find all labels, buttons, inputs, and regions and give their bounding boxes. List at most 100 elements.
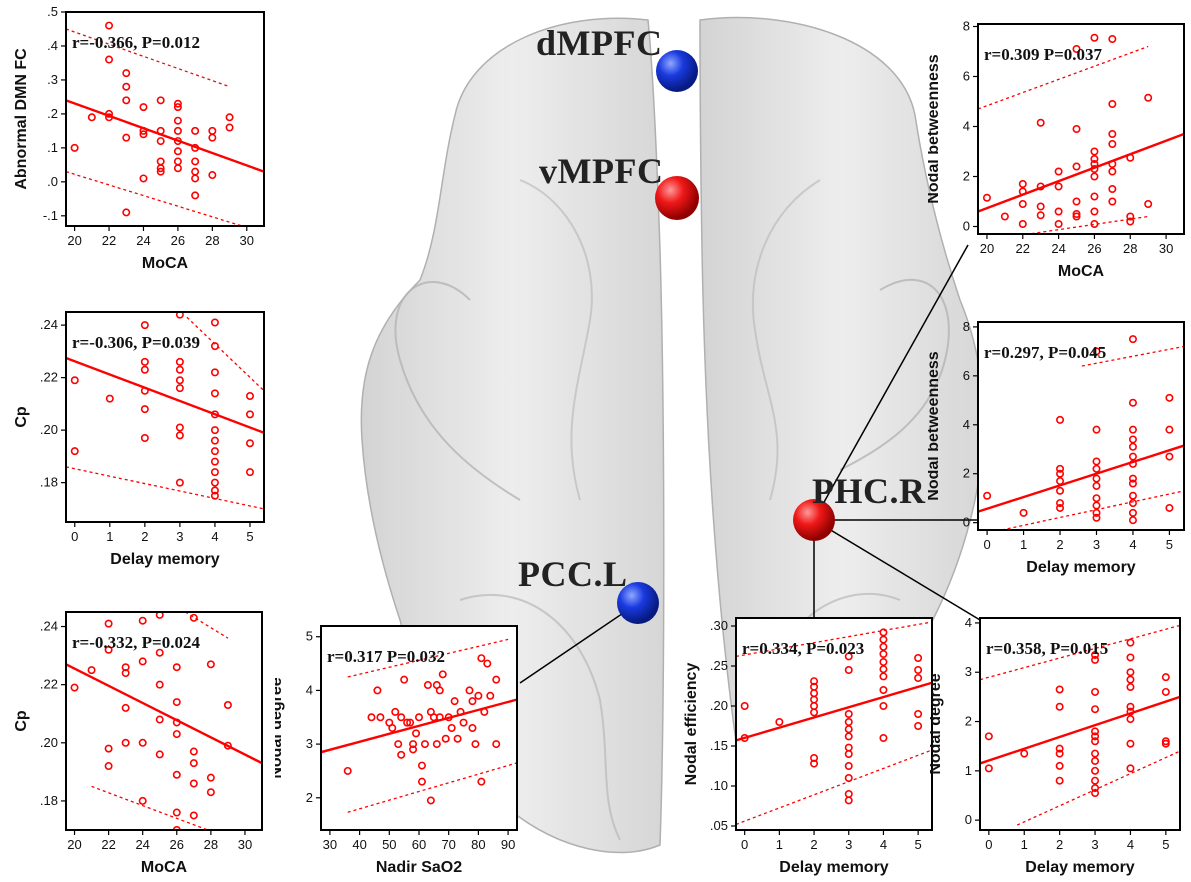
data-point bbox=[1126, 683, 1135, 692]
y-tick-label: -.1 bbox=[43, 208, 58, 223]
data-point bbox=[1055, 749, 1064, 758]
data-point bbox=[1108, 140, 1117, 149]
data-point bbox=[104, 744, 113, 753]
x-tick-label: 1 bbox=[1020, 537, 1027, 552]
brain-contour bbox=[459, 594, 621, 841]
data-point bbox=[1090, 220, 1099, 229]
brain-contour bbox=[751, 179, 821, 501]
data-point bbox=[844, 710, 853, 719]
data-point bbox=[245, 392, 254, 401]
y-tick-label: 3 bbox=[965, 664, 972, 679]
data-point bbox=[139, 126, 148, 135]
data-point bbox=[879, 635, 888, 644]
x-tick-label: 1 bbox=[1021, 837, 1028, 852]
y-tick-label: 3 bbox=[306, 736, 313, 751]
data-point bbox=[1056, 415, 1065, 424]
plot-content bbox=[66, 612, 262, 830]
data-point bbox=[1091, 655, 1100, 664]
data-point bbox=[388, 724, 397, 733]
data-point bbox=[775, 718, 784, 727]
vmpfc-node[interactable] bbox=[655, 176, 699, 220]
scatter-svg: 30 40 50 60 70 80 90 2 3 4 5 Nadir SaO2 Nodal degree… bbox=[275, 625, 518, 876]
data-point bbox=[1091, 727, 1100, 736]
data-point bbox=[172, 730, 181, 739]
data-point bbox=[175, 384, 184, 393]
y-tick-label: .4 bbox=[47, 38, 58, 53]
data-point bbox=[208, 133, 217, 142]
data-point bbox=[914, 653, 923, 662]
fit-line bbox=[980, 695, 1180, 765]
data-point bbox=[1126, 702, 1135, 711]
plot-area bbox=[978, 322, 1184, 530]
data-point bbox=[468, 724, 477, 733]
correlation-stat: r=0.358, P=0.015 bbox=[986, 639, 1108, 658]
data-point bbox=[1126, 668, 1135, 677]
data-point bbox=[1161, 739, 1170, 748]
data-point bbox=[1090, 147, 1099, 156]
data-point bbox=[1019, 508, 1028, 517]
x-tick-label: 0 bbox=[985, 837, 992, 852]
dmpfc-node[interactable] bbox=[656, 50, 698, 92]
y-tick-label: 4 bbox=[965, 615, 972, 630]
pccl-node[interactable] bbox=[617, 582, 659, 624]
data-point bbox=[122, 96, 131, 105]
data-point bbox=[1090, 192, 1099, 201]
data-point bbox=[210, 457, 219, 466]
data-point bbox=[210, 410, 219, 419]
data-point bbox=[189, 811, 198, 820]
plot-frame bbox=[65, 311, 265, 523]
plot-frame bbox=[977, 321, 1185, 531]
data-point bbox=[105, 113, 114, 122]
data-point bbox=[139, 130, 148, 139]
x-tick-label: 22 bbox=[1016, 241, 1030, 256]
fit-line bbox=[66, 663, 262, 765]
data-point bbox=[138, 796, 147, 805]
scatter-panel-cp-moca: 20 22 24 26 28 30 .18 .20 .22 .24 MoCA Cp r=-0.332, … bbox=[0, 600, 270, 882]
y-tick-label: 8 bbox=[963, 319, 970, 334]
data-point bbox=[1090, 207, 1099, 216]
data-point bbox=[191, 143, 200, 152]
x-axis-label: Nadir SaO2 bbox=[376, 859, 462, 876]
data-point bbox=[155, 612, 164, 619]
data-point bbox=[140, 405, 149, 414]
plot-area bbox=[980, 618, 1180, 830]
phcr-node[interactable] bbox=[793, 499, 835, 541]
data-point bbox=[140, 386, 149, 395]
x-tick-label: 24 bbox=[136, 233, 150, 248]
y-tick-label: .24 bbox=[40, 619, 58, 634]
y-tick-label: 6 bbox=[963, 69, 970, 84]
data-point bbox=[1092, 481, 1101, 490]
y-tick-label: 2 bbox=[963, 169, 970, 184]
data-point bbox=[879, 686, 888, 695]
data-point bbox=[1055, 776, 1064, 785]
data-point bbox=[1126, 153, 1135, 162]
data-point bbox=[1036, 182, 1045, 191]
plot-area bbox=[66, 612, 262, 830]
y-axis-label: Nodal degree bbox=[275, 677, 285, 778]
ci-lower-line bbox=[66, 171, 245, 226]
data-point bbox=[1126, 675, 1135, 684]
x-tick-label: 28 bbox=[205, 233, 219, 248]
data-point bbox=[1128, 425, 1137, 434]
data-point bbox=[1054, 207, 1063, 216]
ci-lower-line bbox=[66, 466, 264, 510]
data-point bbox=[453, 734, 462, 743]
data-point bbox=[1128, 499, 1137, 508]
data-point bbox=[1128, 435, 1137, 444]
correlation-stat: r=0.309 P=0.037 bbox=[984, 45, 1103, 64]
x-axis-label: Delay memory bbox=[110, 551, 219, 568]
data-point bbox=[173, 164, 182, 173]
data-point bbox=[1092, 494, 1101, 503]
data-point bbox=[373, 686, 382, 695]
data-point bbox=[172, 718, 181, 727]
data-point bbox=[1090, 155, 1099, 164]
data-point bbox=[1018, 180, 1027, 189]
correlation-stat: r=0.334, P=0.023 bbox=[742, 639, 864, 658]
data-point bbox=[417, 777, 426, 786]
x-tick-label: 26 bbox=[171, 233, 185, 248]
data-point bbox=[172, 808, 181, 817]
plot-area bbox=[66, 312, 264, 522]
fit-line bbox=[978, 132, 1184, 213]
y-tick-label: .5 bbox=[47, 4, 58, 19]
ci-upper-line bbox=[978, 45, 1149, 110]
